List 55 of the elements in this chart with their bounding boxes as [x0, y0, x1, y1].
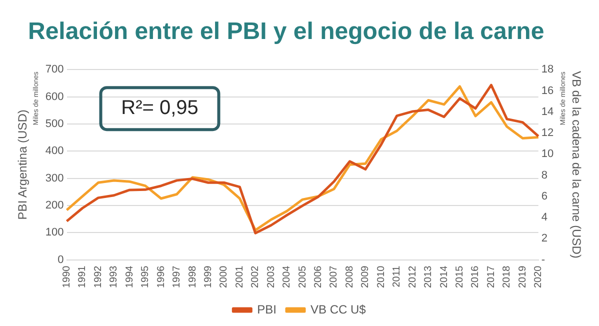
annotation: R²= 0,95 [121, 97, 198, 120]
x-tick-label: 2020 [533, 265, 544, 288]
y2-tick-label: 18 [541, 64, 554, 76]
legend-label: VB CC U$ [310, 302, 366, 316]
y2-tick-label: 6 [541, 190, 548, 202]
chart-title: Relación entre el PBI y el negocio de la carne [28, 18, 544, 46]
y2-tick-label: 16 [541, 84, 554, 97]
y-tick-label: 400 [45, 145, 64, 158]
x-tick-label: 2015 [454, 265, 466, 288]
x-tick-label: 2002 [250, 265, 262, 288]
x-tick-label: 1993 [108, 265, 120, 288]
y2-tick-label: 2 [541, 232, 548, 245]
x-tick-label: 2011 [392, 265, 403, 288]
x-tick-label: 2013 [423, 265, 434, 288]
x-tick-label: 1990 [62, 265, 73, 288]
y-tick-label: 100 [45, 226, 64, 239]
x-tick-label: 2008 [344, 265, 356, 288]
x-tick-label: 2018 [502, 265, 513, 288]
x-tick-label: 1999 [202, 265, 214, 288]
y2-tick-label: 12 [541, 127, 554, 140]
y2-tick-label: 14 [541, 106, 554, 118]
x-tick-label: 2005 [297, 265, 308, 288]
y-tick-label: 300 [45, 172, 64, 184]
x-tick-label: 1991 [77, 265, 88, 288]
legend-label: PBI [257, 302, 276, 316]
y-tick-label: 600 [45, 90, 64, 103]
x-tick-label: 2004 [282, 265, 293, 288]
y2-tick-label: 10 [541, 148, 554, 160]
y2-tick-label: 8 [541, 169, 548, 182]
x-tick-label: 2010 [376, 265, 387, 288]
x-tick-label: 2016 [470, 265, 482, 288]
y2-axis-title: VB de la cadena de la carne (USD) [569, 70, 584, 258]
y-axis-title: PBI Argentina (USD) [16, 110, 30, 220]
x-tick-label: 1994 [124, 265, 136, 288]
x-tick-label: 2006 [313, 265, 324, 288]
x-tick-label: 2012 [407, 265, 418, 288]
x-tick-label: 2000 [218, 265, 230, 288]
x-tick-label: 1992 [92, 265, 104, 288]
x-tick-label: 2009 [360, 265, 372, 288]
x-tick-label: 1996 [156, 265, 167, 288]
x-tick-label: 2019 [517, 265, 528, 288]
y2-tick-label: - [541, 254, 546, 266]
y-tick-label: 700 [45, 64, 64, 76]
x-tick-label: 1998 [187, 265, 198, 288]
y2-tick-label: 4 [541, 212, 548, 224]
x-tick-label: 2014 [438, 265, 450, 288]
x-tick-label: 1997 [172, 265, 183, 288]
x-tick-label: 2007 [328, 265, 340, 288]
y-tick-label: 500 [45, 118, 64, 130]
x-tick-label: 2003 [266, 265, 277, 288]
y-tick-label: 200 [45, 199, 64, 212]
y-tick-label: 0 [58, 254, 64, 266]
x-tick-label: 2001 [234, 265, 246, 288]
x-tick-label: 1995 [140, 265, 152, 288]
x-tick-label: 2017 [486, 265, 497, 288]
